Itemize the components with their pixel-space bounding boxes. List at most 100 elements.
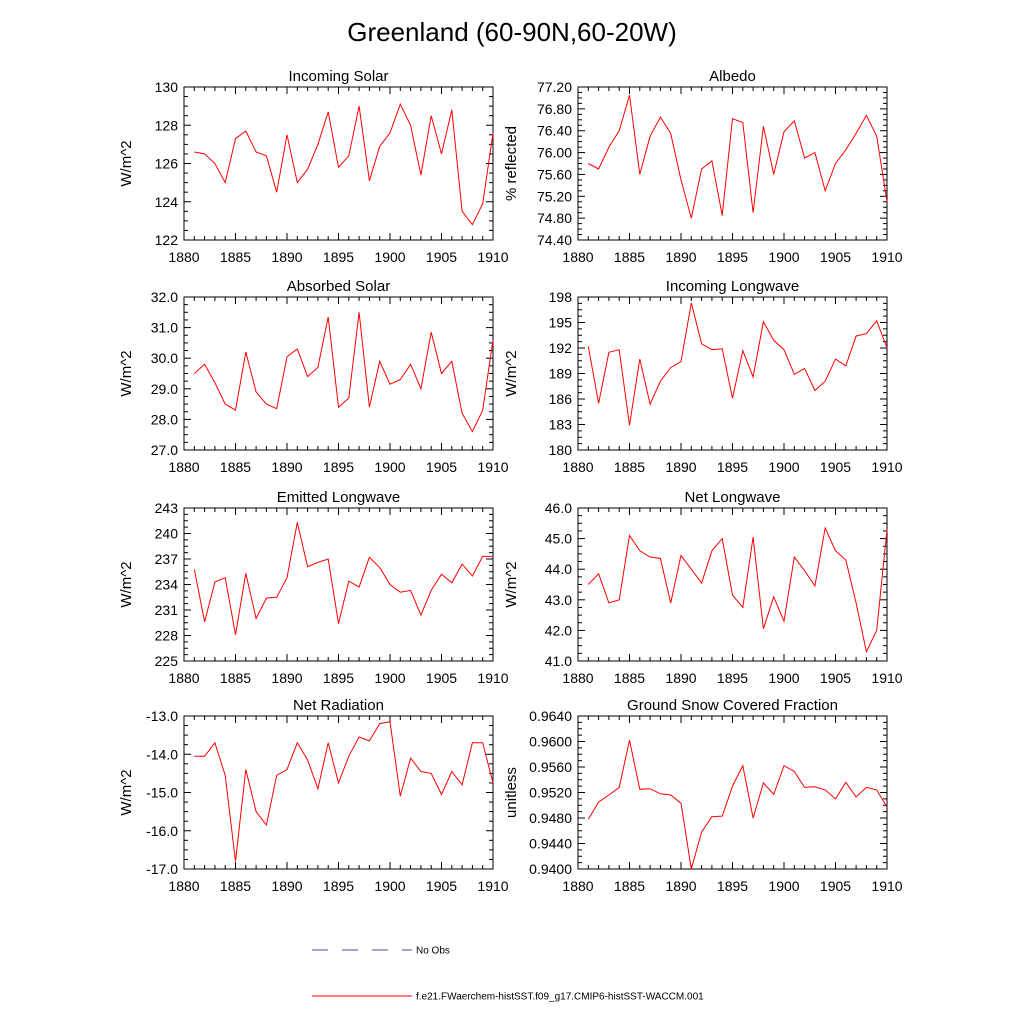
x-tick-label: 1905	[820, 459, 851, 475]
x-tick-label: 1890	[665, 459, 696, 475]
x-tick-label: 1890	[665, 249, 696, 265]
y-tick-label: 183	[549, 417, 573, 433]
y-tick-label: 234	[155, 577, 179, 593]
y-axis-label: unitless	[503, 767, 520, 818]
y-tick-label: 186	[549, 391, 573, 407]
y-tick-label: 44.0	[545, 561, 572, 577]
x-tick-label: 1890	[665, 670, 696, 686]
x-tick-label: 1885	[220, 459, 251, 475]
y-axis-label: W/m^2	[503, 350, 520, 396]
x-tick-label: 1885	[220, 878, 251, 894]
y-axis-label: W/m^2	[503, 561, 520, 607]
x-tick-label: 1910	[477, 878, 508, 894]
x-tick-label: 1905	[820, 878, 851, 894]
x-tick-label: 1890	[271, 670, 302, 686]
x-tick-label: 1910	[871, 459, 902, 475]
x-tick-label: 1895	[323, 459, 354, 475]
y-tick-label: 0.9640	[529, 708, 572, 724]
x-tick-label: 1910	[477, 459, 508, 475]
y-tick-label: 225	[155, 653, 179, 669]
series-line-incoming-solar	[194, 102, 494, 226]
panel-title: Incoming Longwave	[666, 278, 799, 295]
panel-title: Emitted Longwave	[277, 489, 400, 506]
panel-net-longwave: 1880 1885 1890 1895 1900 1905 1910 41.0 42.0 43.0…	[503, 489, 903, 686]
x-tick-label: 1900	[374, 878, 405, 894]
y-axis-label: % reflected	[503, 126, 520, 201]
x-tick-label: 1895	[717, 249, 748, 265]
y-tick-label: 76.80	[537, 101, 572, 117]
panel-title: Absorbed Solar	[287, 278, 390, 295]
plot-frame	[577, 86, 888, 241]
x-tick-label: 1880	[562, 459, 593, 475]
x-tick-label: 1900	[768, 670, 799, 686]
y-tick-label: -13.0	[146, 708, 178, 724]
x-tick-label: 1900	[374, 249, 405, 265]
y-tick-label: 128	[155, 117, 179, 133]
y-tick-label: 75.20	[537, 188, 572, 204]
x-tick-label: 1885	[220, 249, 251, 265]
x-tick-label: 1910	[871, 249, 902, 265]
legend-label-no-obs: No Obs	[416, 946, 450, 957]
y-tick-label: 77.20	[537, 79, 572, 95]
y-tick-label: 192	[549, 340, 573, 356]
x-tick-label: 1905	[426, 878, 457, 894]
x-tick-label: 1905	[426, 459, 457, 475]
panel-title: Ground Snow Covered Fraction	[627, 697, 838, 714]
x-tick-label: 1900	[768, 459, 799, 475]
series-line-ground-snow-covered-fraction	[587, 740, 888, 870]
y-tick-label: 76.00	[537, 145, 572, 161]
y-tick-label: 28.0	[151, 411, 178, 427]
x-tick-label: 1890	[271, 878, 302, 894]
x-tick-label: 1880	[168, 249, 199, 265]
x-tick-label: 1880	[562, 249, 593, 265]
y-tick-label: 198	[549, 289, 573, 305]
legend: No Obs f.e21.FWaerchem-histSST.f09_g17.C…	[312, 946, 704, 1003]
y-axis-label: W/m^2	[118, 561, 135, 607]
y-tick-label: 240	[155, 526, 179, 542]
x-tick-label: 1885	[614, 249, 645, 265]
y-tick-label: 195	[549, 315, 573, 331]
x-tick-label: 1880	[562, 670, 593, 686]
y-tick-label: 180	[549, 442, 573, 458]
y-tick-label: 124	[155, 194, 179, 210]
y-tick-label: 43.0	[545, 592, 572, 608]
y-tick-label: 0.9440	[529, 836, 572, 852]
x-tick-label: 1895	[717, 459, 748, 475]
plot-frame	[577, 507, 888, 662]
series-line-emitted-longwave	[193, 522, 493, 635]
y-tick-label: 228	[155, 628, 179, 644]
y-tick-label: -14.0	[146, 746, 178, 762]
x-tick-label: 1905	[426, 249, 457, 265]
plot-frame	[577, 715, 888, 870]
x-tick-label: 1880	[562, 878, 593, 894]
y-tick-label: 231	[155, 602, 179, 618]
panel-ground-snow-covered-fraction: 1880 1885 1890 1895 1900 1905 1910 0.9400 0.9440…	[503, 697, 903, 894]
series-line-net-longwave	[587, 526, 888, 654]
y-tick-label: 0.9600	[529, 734, 572, 750]
y-tick-label: 237	[155, 551, 179, 567]
x-tick-label: 1895	[323, 249, 354, 265]
x-tick-label: 1880	[168, 459, 199, 475]
series-line-albedo	[588, 95, 888, 219]
x-tick-label: 1900	[768, 878, 799, 894]
y-tick-label: 74.40	[537, 232, 572, 248]
y-tick-label: 31.0	[151, 320, 178, 336]
y-tick-label: 243	[155, 500, 179, 516]
x-tick-label: 1885	[220, 670, 251, 686]
series-line-absorbed-solar	[193, 312, 494, 433]
x-tick-label: 1895	[717, 670, 748, 686]
x-tick-label: 1895	[717, 878, 748, 894]
plot-frame	[183, 86, 494, 241]
series-line-net-radiation	[194, 721, 494, 862]
y-tick-label: 76.40	[537, 123, 572, 139]
panel-emitted-longwave: 1880 1885 1890 1895 1900 1905 1910 225 228 231 234…	[118, 489, 509, 686]
panel-grid: 1880 1885 1890 1895 1900 1905 1910 122 124 126 128…	[118, 68, 903, 894]
y-tick-label: 45.0	[545, 531, 572, 547]
panel-absorbed-solar: 1880 1885 1890 1895 1900 1905 1910 27.0 28.0 29.0…	[118, 278, 509, 475]
plot-frame	[577, 296, 888, 451]
x-tick-label: 1895	[323, 670, 354, 686]
y-axis-label: W/m^2	[118, 140, 135, 186]
x-tick-label: 1880	[168, 670, 199, 686]
